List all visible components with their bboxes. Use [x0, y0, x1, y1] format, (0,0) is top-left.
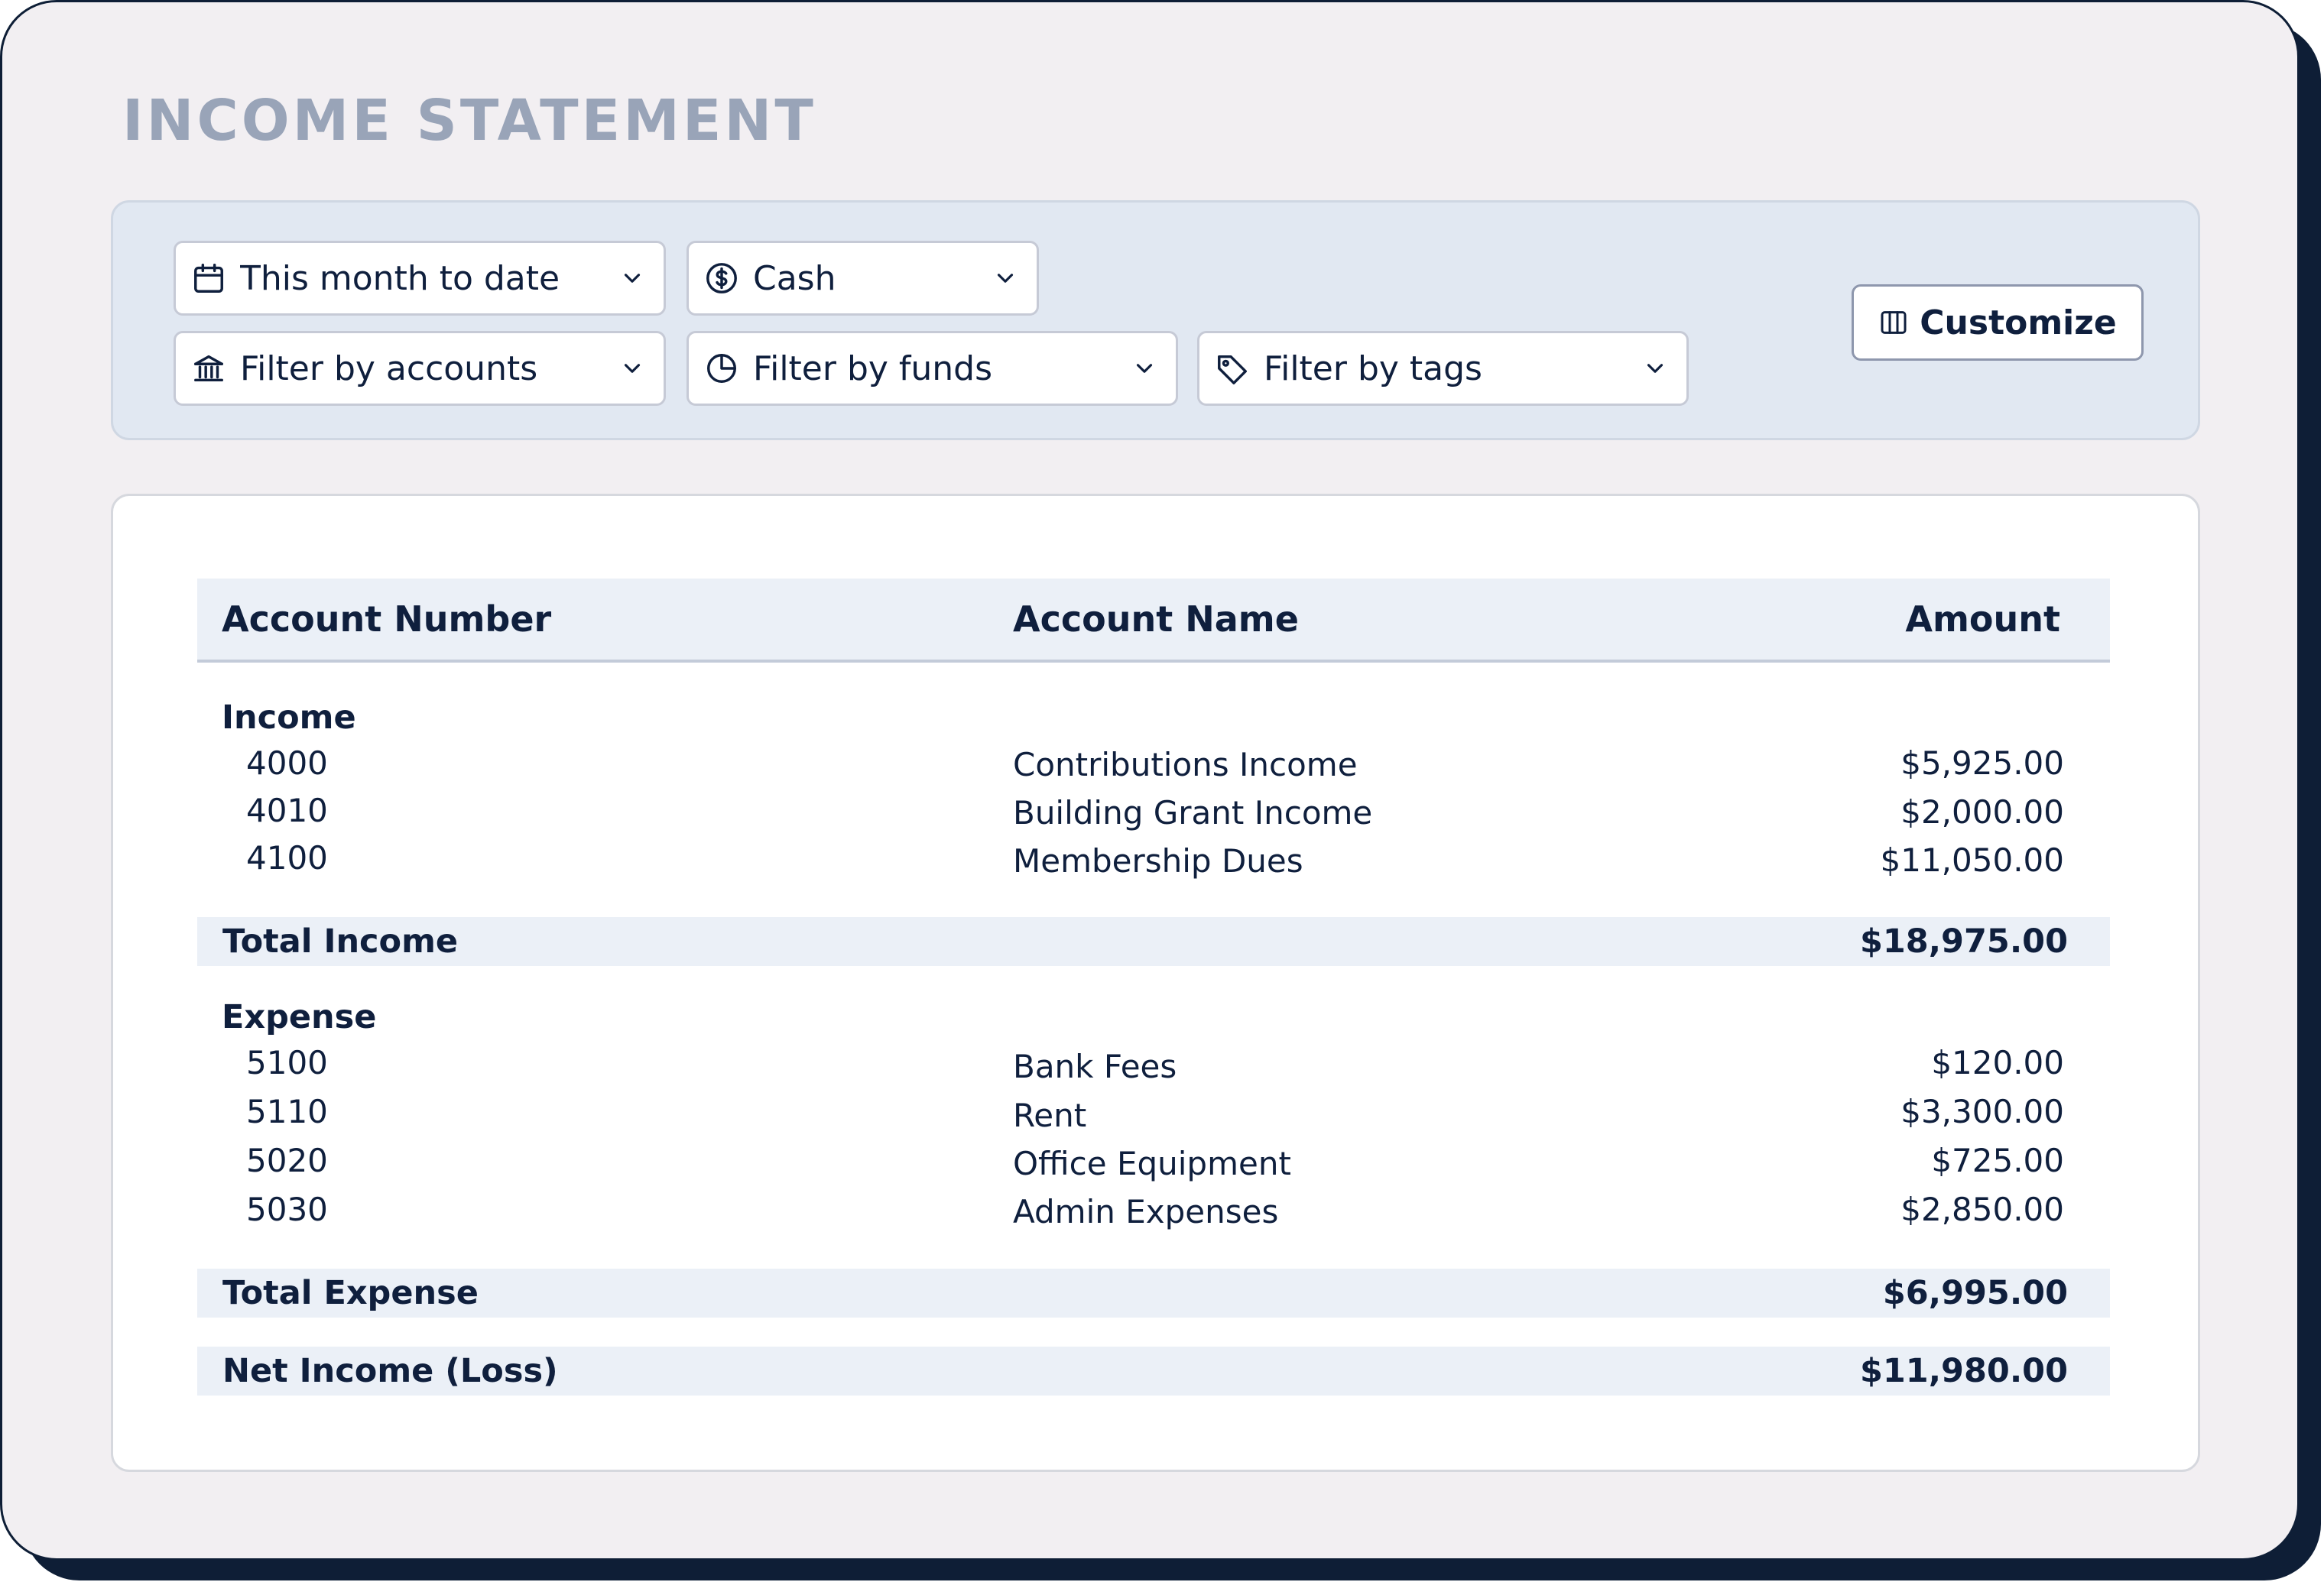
account-amount: $2,850.00: [1900, 1191, 2064, 1228]
account-name: Bank Fees: [1013, 1048, 1177, 1085]
account-name: Membership Dues: [1013, 842, 1303, 880]
account-number: 5100: [246, 1044, 328, 1081]
dollar-circle-icon: [706, 263, 737, 293]
section-label-income: Income: [222, 699, 356, 737]
customize-button[interactable]: Customize: [1852, 284, 2144, 361]
account-amount: $2,000.00: [1900, 793, 2064, 831]
total-expense-row: Total Expense $6,995.00: [197, 1269, 2110, 1318]
total-income-label: Total Income: [222, 922, 459, 961]
account-number: 4100: [246, 839, 328, 877]
account-number: 4000: [246, 744, 328, 782]
account-amount: $3,300.00: [1900, 1093, 2064, 1130]
funds-filter-select[interactable]: Filter by funds: [686, 331, 1178, 406]
total-expense-label: Total Expense: [222, 1274, 479, 1312]
account-amount: $5,925.00: [1900, 744, 2064, 782]
account-number: 5030: [246, 1191, 328, 1228]
columns-icon: [1881, 311, 1907, 334]
chevron-down-icon: [1647, 364, 1663, 373]
account-number: 4010: [246, 792, 328, 829]
bank-icon: [194, 355, 223, 382]
total-expense-amount: $6,995.00: [1882, 1274, 2068, 1312]
chevron-down-icon: [997, 274, 1014, 283]
account-name: Office Equipment: [1013, 1145, 1291, 1182]
tags-filter-value: Filter by tags: [1264, 348, 1482, 388]
account-amount: $725.00: [1931, 1142, 2064, 1179]
accounting-basis-select[interactable]: Cash: [686, 241, 1039, 316]
page-title: INCOME STATEMENT: [122, 88, 816, 154]
chevron-down-icon: [1136, 364, 1153, 373]
column-header-account-number: Account Number: [222, 598, 552, 640]
accounts-filter-value: Filter by accounts: [240, 348, 538, 388]
account-number: 5020: [246, 1142, 328, 1179]
total-income-amount: $18,975.00: [1859, 922, 2068, 961]
account-number: 5110: [246, 1093, 328, 1130]
account-name: Admin Expenses: [1013, 1193, 1279, 1230]
account-amount: $11,050.00: [1880, 841, 2064, 879]
tags-filter-select[interactable]: Filter by tags: [1197, 331, 1689, 406]
income-statement-table: Account Number Account Name Amount Incom…: [111, 494, 2200, 1472]
chevron-down-icon: [624, 274, 641, 283]
tag-icon: [1218, 355, 1247, 384]
pie-chart-icon: [707, 354, 736, 383]
account-name: Building Grant Income: [1013, 794, 1373, 832]
section-label-expense: Expense: [222, 998, 377, 1036]
calendar-icon: [194, 264, 223, 293]
funds-filter-value: Filter by funds: [753, 348, 993, 388]
chevron-down-icon: [624, 364, 641, 373]
table-header: Account Number Account Name Amount: [197, 579, 2110, 663]
filter-panel: This month to date Cash Filter by accoun…: [111, 200, 2200, 440]
account-amount: $120.00: [1931, 1044, 2064, 1081]
date-range-select[interactable]: This month to date: [174, 241, 666, 316]
account-name: Rent: [1013, 1097, 1087, 1134]
accounts-filter-select[interactable]: Filter by accounts: [174, 331, 666, 406]
accounting-basis-value: Cash: [753, 258, 836, 298]
total-income-row: Total Income $18,975.00: [197, 917, 2110, 966]
net-income-amount: $11,980.00: [1859, 1352, 2068, 1390]
column-header-amount: Amount: [1905, 598, 2060, 640]
customize-label: Customize: [1920, 303, 2117, 342]
date-range-value: This month to date: [240, 258, 560, 298]
account-name: Contributions Income: [1013, 746, 1358, 783]
net-income-row: Net Income (Loss) $11,980.00: [197, 1347, 2110, 1396]
net-income-label: Net Income (Loss): [222, 1352, 558, 1390]
report-window: INCOME STATEMENT This month to date Cash…: [0, 0, 2300, 1561]
column-header-account-name: Account Name: [1013, 598, 1299, 640]
